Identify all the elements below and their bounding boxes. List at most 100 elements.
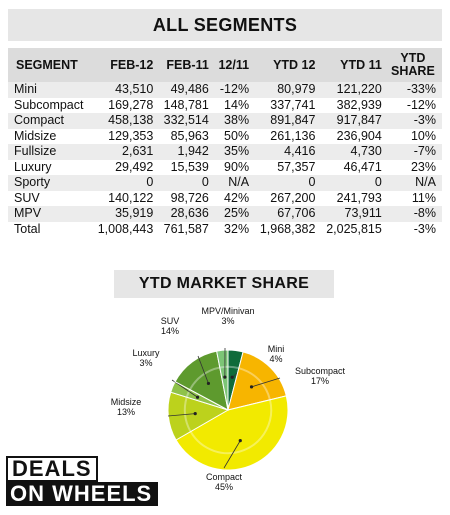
table-cell: 29,492: [115, 159, 154, 174]
table-cell: 43,510: [90, 82, 158, 98]
segment-name-cell: MPV: [8, 206, 91, 222]
table-header-1: FEB-12: [90, 48, 158, 82]
pie-leader-line: [223, 440, 241, 469]
table-cell: 11%: [411, 190, 436, 205]
table-cell: 38%: [212, 113, 254, 129]
table-cell: 73,911: [319, 206, 386, 222]
table-cell: 761,587: [163, 221, 209, 236]
table-cell: -3%: [413, 221, 436, 236]
table-cell: -7%: [385, 144, 442, 160]
table-cell: -3%: [385, 113, 442, 129]
table-cell: 1,942: [157, 144, 213, 160]
table-cell: 241,793: [336, 190, 382, 205]
table-row: Total 1,008,443 761,587 32% 1,968,382 2,025,8…: [8, 222, 442, 238]
pie-label-name: MPV/Minivan: [201, 306, 254, 316]
table-row: Luxury 29,492 15,539 90% 57,357 46,471 23%: [8, 160, 442, 176]
table-cell: 10%: [410, 128, 436, 143]
table-cell: -12%: [406, 97, 436, 112]
table-cell: 2,025,815: [326, 221, 382, 236]
segment-name-cell: SUV: [14, 190, 40, 205]
table-cell: 917,847: [319, 113, 386, 129]
table-cell: 121,220: [319, 82, 386, 98]
segment-name-cell: Total: [14, 221, 41, 236]
table-body: Mini 43,510 49,486 -12% 80,979 121,220 -33% Sub…: [8, 82, 442, 237]
table-cell: 337,741: [270, 97, 316, 112]
table-header-6: YTD SHARE: [385, 48, 442, 82]
pie-slice-highlight: [220, 365, 228, 369]
pie-slice-highlight: [185, 389, 191, 398]
table-cell: 90%: [224, 159, 250, 174]
table-cell: 42%: [224, 190, 250, 205]
table-cell: 23%: [410, 159, 436, 174]
pie-slice-luxury: [170, 380, 229, 411]
pie-leader-line: [251, 377, 281, 388]
table-cell: 891,847: [253, 113, 320, 129]
segment-name-cell: Sporty: [8, 175, 91, 191]
table-header-row: SEGMENT FEB-12 FEB-11 12/11 YTD 12 YTD 11 YTD S…: [8, 48, 442, 82]
pie-label-value: 17%: [311, 376, 329, 386]
table-header-3: 12/11: [212, 48, 254, 82]
table-header-0: SEGMENT: [8, 48, 91, 82]
pie-slice-highlight: [228, 365, 239, 370]
pie-slice-compact: [175, 395, 289, 471]
table-cell: 148,781: [163, 97, 209, 112]
table-cell: 25%: [212, 206, 254, 222]
pie-label-name: Luxury: [132, 348, 160, 358]
logo-line2: ON WHEELS: [6, 482, 158, 506]
table-cell: 46,471: [343, 159, 382, 174]
table-cell: -8%: [385, 206, 442, 222]
table-cell: 261,136: [270, 128, 316, 143]
pie-leader-dot: [206, 381, 211, 386]
table-cell: 2,631: [90, 144, 158, 160]
table-cell: 50%: [224, 128, 250, 143]
table-cell: 1,008,443: [97, 221, 154, 236]
table-cell: 4,730: [319, 144, 386, 160]
table-row: MPV 35,919 28,636 25% 67,706 73,911 -8%: [8, 206, 442, 222]
table-row: SUV 140,122 98,726 42% 267,200 241,793 11%: [8, 191, 442, 207]
table-cell: 67,706: [253, 206, 320, 222]
market-share-title: YTD MARKET SHARE: [138, 275, 310, 292]
table-cell: N/A: [212, 175, 254, 191]
pie-slice-highlight: [238, 367, 271, 400]
table-cell: N/A: [385, 175, 442, 191]
segment-name-cell: Luxury: [14, 159, 52, 174]
pie-leader-dot: [230, 375, 234, 379]
pie-slice-subcompact: [227, 351, 287, 411]
table-cell: 0: [157, 175, 213, 191]
segment-name-cell: Mini: [8, 82, 91, 98]
pie-label-name: Mini: [268, 344, 285, 354]
table-header-5: YTD 11: [319, 48, 386, 82]
table-cell: 4,416: [253, 144, 320, 160]
pie-label-name: Compact: [206, 472, 243, 482]
pie-slice-mini: [227, 349, 244, 411]
pie-slice-highlight: [183, 397, 192, 432]
table-cell: 0: [90, 175, 158, 191]
table-cell: 169,278: [108, 97, 154, 112]
table-cell: 382,939: [336, 97, 382, 112]
table-cell: 0: [319, 175, 386, 191]
table-cell: 49,486: [157, 82, 213, 98]
pie-slice-mpv-minivan: [216, 349, 229, 411]
table-header-4: YTD 12: [253, 48, 320, 82]
table-cell: 32%: [224, 221, 250, 236]
pie-label-value: 4%: [269, 354, 282, 364]
table-cell: 458,138: [90, 113, 158, 129]
table-cell: 14%: [224, 97, 250, 112]
table-cell: 267,200: [270, 190, 316, 205]
pie-leader-dot: [223, 375, 227, 379]
table-row: Compact 458,138 332,514 38% 891,847 917,847 -3…: [8, 113, 442, 129]
pie-slice-suv: [174, 350, 229, 411]
table-cell: 140,122: [108, 190, 154, 205]
pie-leader-dot: [193, 412, 197, 416]
table-cell: 85,963: [170, 128, 209, 143]
table-cell: 98,726: [170, 190, 209, 205]
deals-on-wheels-logo: DEALS ON WHEELS: [6, 456, 158, 506]
table-cell: 129,353: [108, 128, 154, 143]
table-cell: 1,968,382: [259, 221, 316, 236]
table-cell: 28,636: [157, 206, 213, 222]
pie-leader-dot: [195, 395, 200, 399]
pie-label-name: SUV: [161, 316, 180, 326]
table-cell: 57,357: [277, 159, 316, 174]
pie-label-value: 3%: [221, 316, 234, 326]
table-cell: 80,979: [253, 82, 320, 98]
